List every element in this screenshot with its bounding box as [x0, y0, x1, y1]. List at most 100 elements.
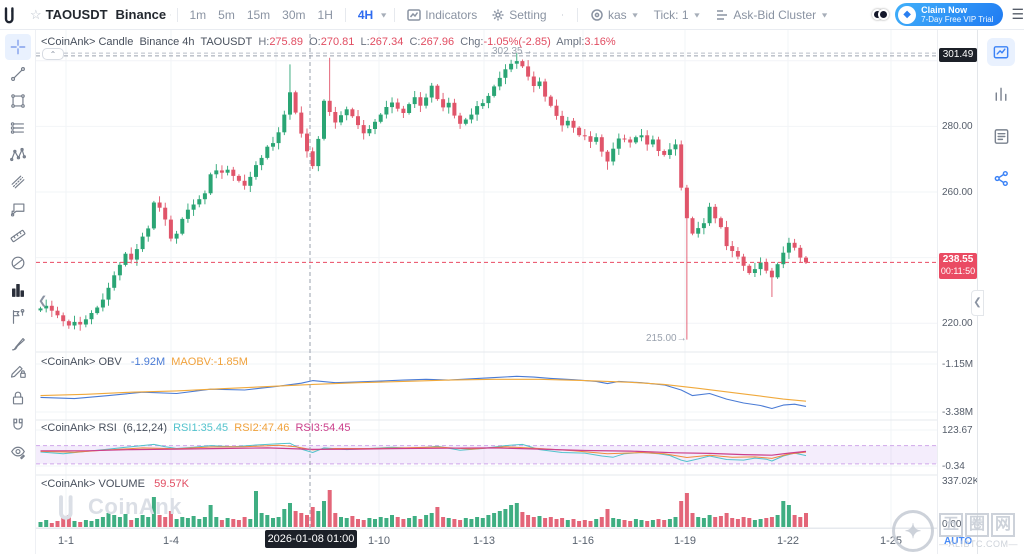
- pencil-lock-tool[interactable]: [5, 358, 31, 384]
- claim-vip-button[interactable]: ◆ Claim Now 7-Day Free VIP Trial: [895, 3, 1004, 26]
- price-chart-canvas[interactable]: [36, 30, 937, 554]
- cluster-icon: [715, 8, 729, 22]
- price-tick: 337.02K: [942, 476, 980, 487]
- collapse-sidebar-handle[interactable]: ❮: [971, 290, 984, 316]
- ruler-icon: [10, 229, 25, 243]
- price-tick: -0.34: [942, 461, 965, 472]
- crosshair-tool[interactable]: [4, 34, 31, 60]
- search-icon[interactable]: [170, 8, 172, 22]
- crosshair-price-badge: 301.49: [939, 48, 977, 62]
- horizontal-lines-tool[interactable]: [5, 115, 31, 141]
- timeframe-1m[interactable]: 1m: [189, 7, 207, 22]
- indicators-button[interactable]: Indicators: [407, 8, 477, 22]
- visibility-tool[interactable]: [5, 439, 31, 465]
- time-tick: 1-16: [571, 535, 595, 547]
- rsi-legend: <CoinAnk> RSI (6,12,24) RSI1:35.45 RSI2:…: [41, 422, 351, 434]
- coinank-logo-icon[interactable]: [0, 5, 20, 25]
- timeframe-5m[interactable]: 5m: [218, 7, 235, 22]
- symbol-title[interactable]: TAOUSDT: [45, 7, 108, 22]
- timeframe-30m[interactable]: 30m: [282, 7, 306, 22]
- gear-icon: [491, 8, 505, 22]
- auto-scale-label[interactable]: AUTO: [944, 536, 973, 547]
- flag-marker-tool[interactable]: [5, 304, 31, 330]
- brush-tool[interactable]: [5, 331, 31, 357]
- crosshair-time-badge: 2026-01-08 01:00: [265, 530, 357, 548]
- collapse-left-panel-button[interactable]: ❮: [38, 295, 48, 307]
- heatmap-gradient-slider[interactable]: [872, 8, 890, 20]
- time-tick: 1-19: [673, 535, 697, 547]
- setting-button[interactable]: Setting: [491, 8, 547, 22]
- time-axis[interactable]: 2026-01-08 01:00 1-1 1-4 1-10 1-13 1-16 1-19 1…: [36, 528, 937, 554]
- price-tick: 0.00: [942, 519, 962, 530]
- hlines-icon: [10, 122, 24, 134]
- order-list-button[interactable]: [987, 122, 1015, 150]
- callout-tool[interactable]: [5, 196, 31, 222]
- layout-grid-icon[interactable]: [561, 8, 563, 22]
- magnet-tool[interactable]: [5, 412, 31, 438]
- xabcd-icon: [9, 147, 26, 162]
- price-tick: 123.67: [942, 425, 973, 436]
- lock-tool[interactable]: [5, 385, 31, 411]
- lock-icon: [12, 391, 23, 405]
- last-price-badge: 238.55 00:11:50: [939, 253, 977, 279]
- time-tick: 1-13: [472, 535, 496, 547]
- share-button[interactable]: [987, 164, 1015, 192]
- magnet-icon: [12, 418, 23, 430]
- timeframe-1h[interactable]: 1H: [317, 7, 333, 22]
- volume-legend: <CoinAnk> VOLUME 59.57K: [41, 478, 189, 490]
- price-axis[interactable]: 301.49 238.55 00:11:50 AUTO 280.00 260.00…: [937, 30, 980, 554]
- chevron-down-icon[interactable]: ▼: [379, 10, 389, 19]
- trendline-icon: [10, 67, 25, 81]
- bar-pattern-tool[interactable]: [5, 277, 31, 303]
- session-low-marker: 215.00→: [646, 333, 687, 344]
- eraser-tool[interactable]: [5, 250, 31, 276]
- xabcd-pattern-tool[interactable]: [5, 142, 31, 168]
- parallel-channel-tool[interactable]: [5, 169, 31, 195]
- divider: [344, 7, 346, 22]
- menu-icon[interactable]: ☰: [1011, 6, 1024, 22]
- favorite-star-icon[interactable]: ☆: [30, 6, 42, 22]
- askbid-cluster-dropdown[interactable]: Ask-Bid Cluster ▼: [715, 8, 829, 22]
- timeframe-row: 1m 5m 15m 30m 1H: [183, 7, 351, 22]
- chart-area[interactable]: <CoinAnk> Candle Binance 4h TAOUSDT H:27…: [36, 30, 937, 554]
- time-tick: 1-22: [776, 535, 800, 547]
- right-sidebar: [977, 30, 1024, 554]
- time-tick: 1-10: [367, 535, 391, 547]
- timeframe-15m[interactable]: 15m: [246, 7, 271, 22]
- pencillock-icon: [10, 365, 26, 378]
- vip-badge-icon: ◆: [898, 5, 917, 24]
- time-tick: 1-4: [163, 535, 179, 547]
- price-tick: 220.00: [942, 318, 973, 329]
- price-tick: 280.00: [942, 121, 973, 132]
- kas-dropdown[interactable]: kas ▼: [590, 8, 640, 22]
- top-toolbar: ☆ TAOUSDT Binance 1m 5m 15m 30m 1H 4H ▼ Indi…: [0, 0, 1024, 30]
- indicators-icon: [407, 8, 421, 22]
- share-icon: [994, 170, 1008, 186]
- session-high-marker: 302.35→: [492, 46, 533, 57]
- gradient-handle-right[interactable]: [878, 8, 890, 20]
- eye-icon: [590, 8, 604, 22]
- exchange-title[interactable]: Binance: [115, 7, 167, 22]
- collapse-legend-button[interactable]: ⌃: [42, 48, 64, 60]
- obv-legend: <CoinAnk> OBV -1.92M MAOBV:-1.85M: [41, 356, 248, 368]
- rectangle-icon: [10, 94, 25, 108]
- panelchart-icon: [993, 45, 1008, 58]
- callout-icon: [10, 203, 24, 217]
- brush-icon: [11, 338, 25, 351]
- price-tick: -3.38M: [942, 407, 974, 418]
- eraser-icon: [11, 256, 24, 270]
- bars-icon: [11, 284, 24, 297]
- tick-dropdown[interactable]: Tick: 1 ▼: [653, 7, 702, 22]
- channel-icon: [11, 175, 24, 189]
- ruler-tool[interactable]: [5, 223, 31, 249]
- crosshair-icon: [10, 39, 25, 55]
- rectangle-tool[interactable]: [5, 88, 31, 114]
- timeframe-4h[interactable]: 4H: [357, 7, 374, 22]
- flag-icon: [12, 309, 24, 324]
- chart-panel-button[interactable]: [987, 38, 1015, 66]
- trendline-tool[interactable]: [5, 61, 31, 87]
- price-tick: -1.15M: [942, 359, 974, 370]
- volume-profile-button[interactable]: [987, 80, 1015, 108]
- eyeedit-icon: [10, 446, 25, 460]
